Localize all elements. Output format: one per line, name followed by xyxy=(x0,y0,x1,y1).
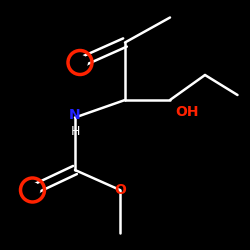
Circle shape xyxy=(73,55,87,70)
Text: O: O xyxy=(114,183,126,197)
Text: N: N xyxy=(69,108,81,122)
Text: OH: OH xyxy=(175,106,199,120)
Text: H: H xyxy=(70,125,80,138)
Circle shape xyxy=(25,183,40,197)
